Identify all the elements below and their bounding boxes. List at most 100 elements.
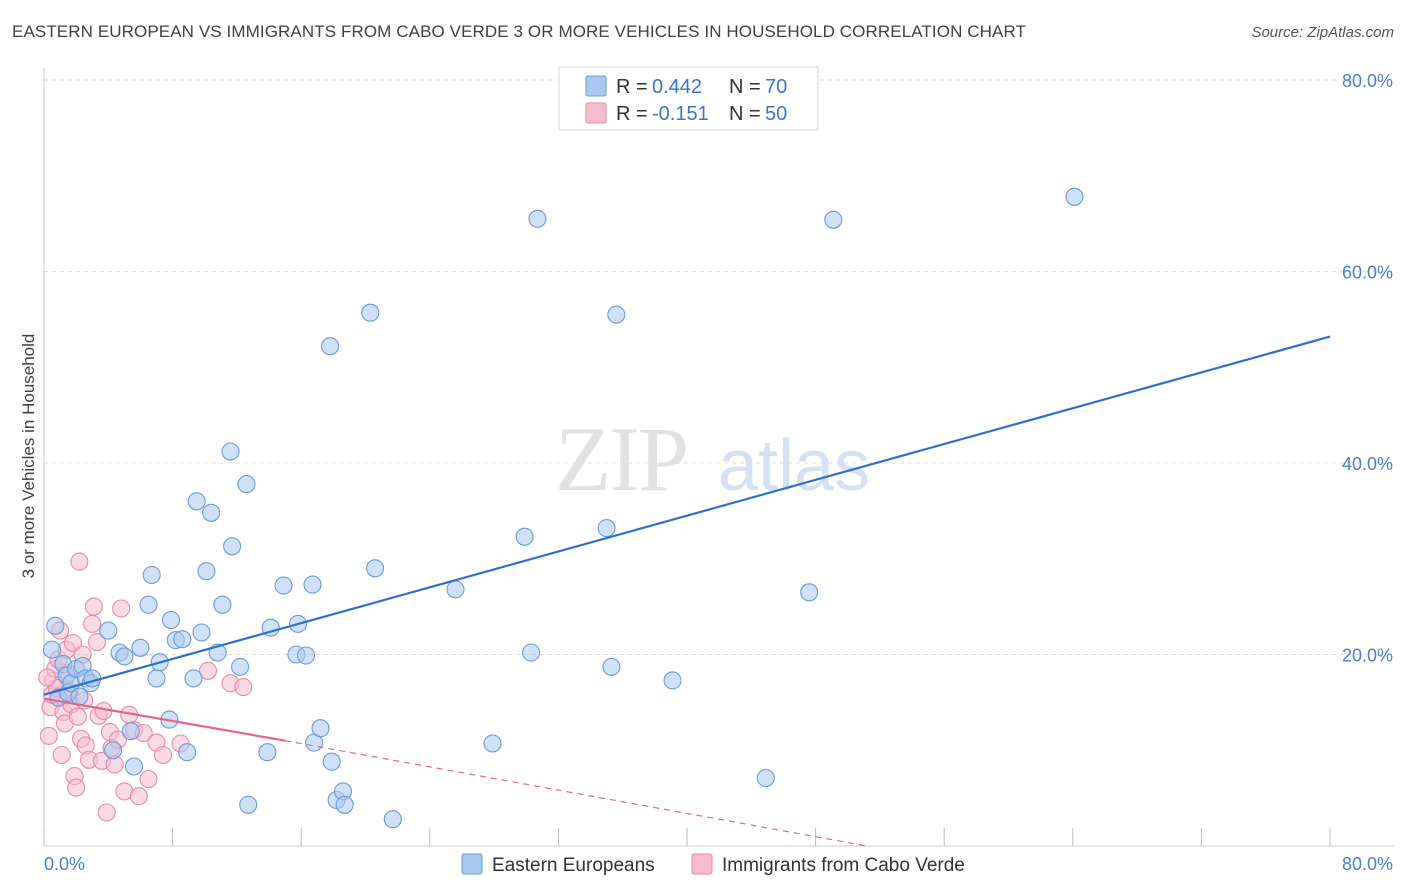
eastern-european-point-65 [607, 305, 626, 324]
legend-r-label-blue: R = [616, 76, 648, 98]
series-eastern-european-points [42, 187, 1084, 829]
eastern-european-point-22 [147, 669, 166, 688]
eastern-european-point-61 [522, 643, 541, 662]
bottom-legend-swatch-pink [691, 853, 713, 875]
y-tick-label-20: 20.0% [1342, 646, 1393, 666]
cabo-verde-point-18 [68, 707, 87, 726]
eastern-european-point-38 [231, 657, 250, 676]
y-axis-label: 3 or more Vehicles in Household [19, 334, 38, 579]
eastern-european-point-31 [192, 623, 211, 642]
y-tick-label-80: 80.0% [1342, 71, 1393, 91]
eastern-european-point-20 [139, 595, 158, 614]
eastern-european-point-35 [213, 595, 232, 614]
eastern-european-point-27 [173, 630, 192, 649]
legend-r-value-blue: 0.442 [652, 76, 702, 98]
trend-line-pink-solid [43, 697, 286, 742]
cabo-verde-point-36 [112, 599, 131, 618]
cabo-verde-point-44 [153, 745, 173, 765]
eastern-european-point-29 [184, 669, 203, 688]
eastern-european-point-70 [1065, 187, 1084, 206]
eastern-european-point-51 [322, 752, 341, 771]
trend-line-blue [43, 335, 1331, 696]
eastern-european-point-67 [756, 768, 775, 788]
eastern-european-point-30 [187, 492, 206, 511]
legend-r-value-pink: -0.151 [652, 103, 709, 125]
eastern-european-point-13 [99, 621, 118, 640]
eastern-european-point-66 [663, 671, 682, 690]
x-tick-label-min: 0.0% [44, 854, 85, 874]
bottom-legend-swatch-blue [461, 853, 483, 875]
eastern-european-point-0 [42, 640, 62, 659]
chart-title: EASTERN EUROPEAN VS IMMIGRANTS FROM CABO… [12, 22, 1027, 41]
eastern-european-point-28 [178, 743, 197, 762]
y-tick-label-60: 60.0% [1342, 263, 1393, 283]
eastern-european-point-56 [366, 559, 385, 578]
legend-swatch-pink [585, 102, 607, 124]
cabo-verde-point-40 [129, 787, 148, 806]
eastern-european-point-36 [221, 442, 240, 461]
x-tick-label-max: 80.0% [1342, 854, 1393, 874]
axes [43, 68, 1394, 847]
x-tick-labels: 0.0% 80.0% [44, 854, 1393, 874]
legend-swatch-blue [585, 75, 607, 97]
eastern-european-point-12 [83, 669, 102, 688]
eastern-european-point-19 [131, 638, 150, 657]
eastern-european-point-62 [528, 209, 547, 228]
watermark: ZIP atlas [555, 408, 870, 510]
cabo-verde-point-15 [63, 633, 82, 653]
eastern-european-point-39 [237, 475, 256, 494]
cabo-verde-point-19 [70, 552, 89, 571]
eastern-european-point-64 [602, 657, 621, 676]
eastern-european-point-33 [202, 503, 221, 522]
eastern-european-point-69 [824, 210, 843, 229]
bottom-legend-label-cabo-verde: Immigrants from Cabo Verde [722, 855, 965, 876]
series-legend: Eastern Europeans Immigrants from Cabo V… [461, 853, 965, 876]
cabo-verde-point-27 [87, 633, 107, 652]
eastern-european-point-21 [142, 565, 161, 585]
watermark-atlas: atlas [718, 426, 870, 506]
cabo-verde-point-46 [198, 661, 218, 680]
legend-n-label-blue: N = [729, 76, 761, 98]
legend-n-value-blue: 70 [765, 76, 787, 98]
source-credit: Source: ZipAtlas.com [1251, 24, 1394, 41]
y-tick-label-40: 40.0% [1342, 454, 1393, 474]
eastern-european-point-55 [361, 303, 380, 322]
eastern-european-point-58 [446, 580, 465, 599]
eastern-european-point-17 [121, 722, 140, 741]
eastern-european-point-32 [197, 562, 216, 581]
eastern-european-point-40 [239, 795, 258, 814]
cabo-verde-point-26 [84, 597, 103, 616]
eastern-european-point-43 [274, 576, 293, 595]
eastern-european-point-18 [124, 757, 144, 776]
eastern-european-point-49 [311, 719, 330, 738]
eastern-european-point-47 [303, 575, 322, 594]
eastern-european-point-25 [161, 610, 181, 630]
legend-n-label-pink: N = [729, 103, 761, 125]
cabo-verde-point-31 [97, 803, 116, 822]
eastern-european-point-59 [483, 734, 502, 753]
legend-n-value-pink: 50 [765, 103, 787, 125]
trend-line-pink-dashed [285, 740, 868, 847]
eastern-european-point-14 [104, 741, 123, 760]
cabo-verde-point-0 [39, 726, 58, 745]
eastern-european-point-54 [335, 795, 354, 814]
cabo-verde-point-49 [38, 668, 57, 687]
y-tick-labels: 20.0% 40.0% 60.0% 80.0% [1342, 71, 1393, 666]
bottom-legend-label-eastern-europeans: Eastern Europeans [492, 855, 655, 876]
eastern-european-point-41 [258, 743, 277, 762]
watermark-zip: ZIP [555, 408, 687, 510]
cabo-verde-point-42 [139, 769, 158, 789]
cabo-verde-point-25 [83, 614, 102, 633]
eastern-european-point-57 [383, 810, 402, 829]
cabo-verde-point-17 [67, 778, 86, 797]
eastern-european-point-16 [115, 647, 134, 666]
eastern-european-point-8 [70, 687, 89, 706]
cabo-verde-point-8 [52, 745, 71, 765]
legend-r-label-pink: R = [616, 103, 648, 125]
trend-lines [43, 335, 1331, 847]
eastern-european-point-1 [46, 616, 65, 635]
eastern-european-point-68 [800, 583, 819, 602]
grid-lines [44, 79, 1394, 655]
cabo-verde-point-48 [234, 678, 253, 697]
